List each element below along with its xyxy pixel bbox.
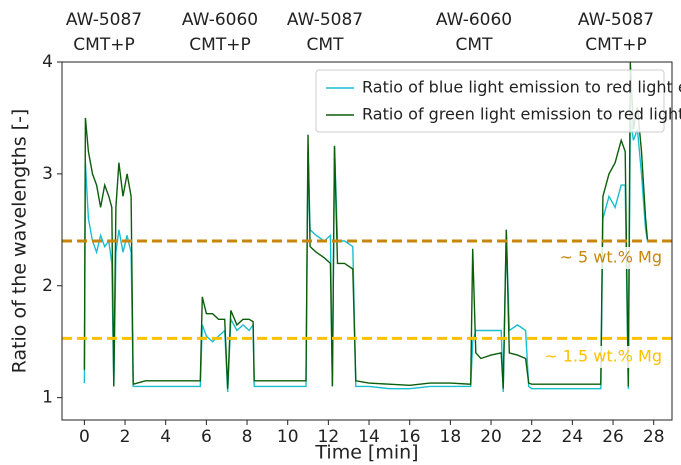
legend-box — [315, 69, 665, 133]
top-label: CMT+P — [585, 35, 646, 55]
top-label: CMT+P — [189, 35, 250, 55]
series-line — [83, 62, 649, 389]
y-tick-label: 4 — [42, 52, 53, 72]
plot-area — [83, 62, 649, 393]
top-label: CMT+P — [73, 35, 134, 55]
x-tick-label: 16 — [399, 427, 421, 447]
top-label: AW-6060 — [436, 10, 512, 30]
x-tick-label: 28 — [643, 427, 665, 447]
plot-frame — [61, 61, 673, 421]
x-tick-label: 14 — [358, 427, 380, 447]
top-label: AW-5087 — [287, 10, 363, 30]
y-tick-label: 3 — [42, 164, 53, 184]
x-tick-label: 22 — [521, 427, 543, 447]
x-tick-label: 4 — [160, 427, 171, 447]
top-label: AW-6060 — [182, 10, 258, 30]
x-axis-title: Time [min] — [314, 442, 418, 464]
x-tick-label: 26 — [602, 427, 624, 447]
reference-label-bg — [548, 346, 666, 368]
x-tick-label: 0 — [79, 427, 90, 447]
reference-label: ~ 1.5 wt.% Mg — [544, 347, 662, 366]
x-tick-label: 2 — [120, 427, 131, 447]
x-tick-label: 8 — [242, 427, 253, 447]
top-label: AW-5087 — [66, 10, 142, 30]
y-tick-label: 1 — [42, 388, 53, 408]
top-label: AW-5087 — [578, 10, 654, 30]
y-axis-title: Ratio of the wavelengths [-] — [9, 109, 31, 374]
y-tick-label: 2 — [42, 276, 53, 296]
x-tick-label: 20 — [480, 427, 502, 447]
legend-label: Ratio of green light emission to red lig… — [362, 105, 681, 124]
legend-label: Ratio of blue light emission to red ligh… — [362, 78, 681, 97]
top-label: CMT — [307, 35, 345, 55]
x-tick-label: 12 — [318, 427, 340, 447]
x-tick-label: 24 — [562, 427, 584, 447]
reference-label: ~ 5 wt.% Mg — [560, 248, 662, 267]
x-tick-label: 10 — [277, 427, 299, 447]
top-label: CMT — [456, 35, 494, 55]
reference-label-bg — [548, 247, 666, 269]
x-tick-label: 6 — [201, 427, 212, 447]
x-tick-label: 18 — [440, 427, 462, 447]
